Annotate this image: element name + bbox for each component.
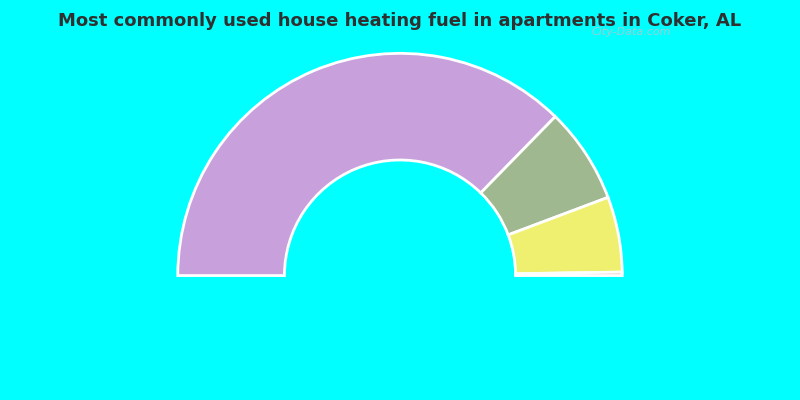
Wedge shape	[178, 53, 555, 276]
Text: City-Data.com: City-Data.com	[592, 27, 671, 37]
Wedge shape	[481, 116, 608, 235]
Wedge shape	[515, 272, 622, 276]
Text: Most commonly used house heating fuel in apartments in Coker, AL: Most commonly used house heating fuel in…	[58, 12, 742, 30]
Wedge shape	[508, 197, 622, 274]
